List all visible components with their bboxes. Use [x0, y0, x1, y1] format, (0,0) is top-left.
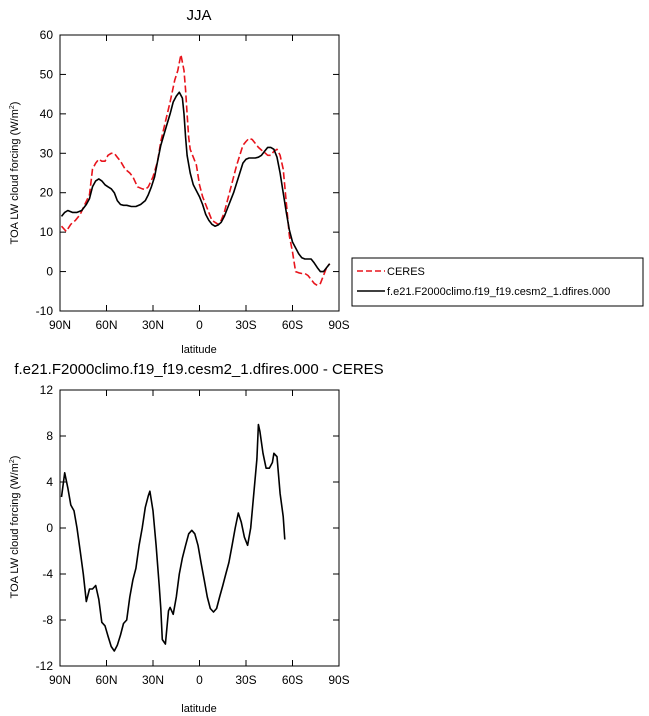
bottom-chart-y-axis-label-text: TOA LW cloud forcing (W/m	[9, 463, 21, 598]
top-chart-title: JJA	[186, 7, 211, 24]
bottom-chart-x-tick-label: 30N	[142, 673, 164, 687]
bottom-chart-y-tick-label: 8	[46, 429, 53, 443]
bottom-chart-x-tick-label: 0	[196, 673, 203, 687]
top-chart-y-tick-label: 10	[40, 225, 54, 239]
legend-label-ceres: CERES	[387, 266, 425, 278]
bottom-chart-y-tick-label: -8	[42, 613, 53, 627]
top-chart-series-line-ceres	[60, 53, 331, 287]
bottom-chart-ticks: 90N 60N 30N 0 30S 60S 90S -12 -8 -4 0 4 8 12	[36, 383, 350, 687]
top-chart-y-tick-label: 20	[40, 186, 54, 200]
top-chart-x-axis-label: latitude	[181, 344, 216, 356]
bottom-chart-y-tick-label: -12	[36, 659, 54, 673]
top-chart-x-tick-label: 30N	[142, 318, 164, 332]
bottom-chart-x-axis-label: latitude	[181, 703, 216, 715]
top-chart-y-axis-label-text: TOA LW cloud forcing (W/m	[9, 109, 21, 244]
bottom-chart-x-tick-label: 60N	[95, 673, 117, 687]
bottom-chart-y-tick-label: -4	[42, 567, 53, 581]
top-chart-x-tick-label: 30S	[235, 318, 256, 332]
bottom-chart-series	[60, 423, 286, 652]
top-chart-y-tick-label: 50	[40, 67, 54, 81]
top-chart-panel: JJA latitude TOA LW cloud forcing (W/m2)…	[9, 7, 644, 356]
top-chart-x-tick-label: 60N	[95, 318, 117, 332]
top-chart-x-tick-label: 0	[196, 318, 203, 332]
top-chart-y-tick-label: 60	[40, 28, 54, 42]
top-chart-y-axis-label-sup: 2	[9, 105, 16, 109]
bottom-chart-title: f.e21.F2000climo.f19_f19.cesm2_1.dfires.…	[14, 361, 383, 378]
bottom-chart-y-tick-label: 0	[46, 521, 53, 535]
legend-box	[351, 257, 644, 307]
top-chart-y-tick-label: 0	[46, 265, 53, 279]
bottom-chart-plot-frame	[59, 389, 340, 667]
bottom-chart-y-axis-label-close: )	[9, 456, 21, 460]
bottom-chart-x-tick-label: 90S	[328, 673, 349, 687]
top-chart-x-tick-label: 90N	[49, 318, 71, 332]
bottom-chart-series-line-series-0	[60, 423, 286, 652]
bottom-chart-x-tick-label: 60S	[282, 673, 303, 687]
top-chart-y-axis-label: TOA LW cloud forcing (W/m2)	[9, 102, 21, 245]
bottom-chart-y-tick-label: 12	[40, 383, 54, 397]
top-chart-y-axis-label-close: )	[9, 102, 21, 106]
top-chart-ticks: 90N 60N 30N 0 30S 60S 90S -10 0 10 20 30 40 50 60	[36, 28, 350, 332]
top-chart-x-tick-label: 90S	[328, 318, 349, 332]
bottom-chart-y-axis-label-sup: 2	[9, 459, 16, 463]
bottom-chart-x-tick-label: 30S	[235, 673, 256, 687]
top-chart-y-tick-label: -10	[36, 304, 54, 318]
bottom-chart-x-tick-label: 90N	[49, 673, 71, 687]
bottom-chart-y-axis-label: TOA LW cloud forcing (W/m2)	[9, 456, 21, 599]
legend-label-model: f.e21.F2000climo.f19_f19.cesm2_1.dfires.…	[387, 286, 610, 298]
top-chart-x-tick-label: 60S	[282, 318, 303, 332]
legend: CERES f.e21.F2000climo.f19_f19.cesm2_1.d…	[351, 257, 644, 307]
top-chart-series-line-f-e21-f2000climo-f19-f19-cesm2-1-dfires-000	[60, 91, 331, 273]
bottom-chart-y-tick-label: 4	[46, 475, 53, 489]
top-chart-series	[60, 53, 331, 287]
bottom-chart-panel: f.e21.F2000climo.f19_f19.cesm2_1.dfires.…	[9, 361, 384, 715]
top-chart-plot-frame	[59, 34, 340, 312]
top-chart-y-tick-label: 30	[40, 146, 54, 160]
top-chart-y-tick-label: 40	[40, 107, 54, 121]
